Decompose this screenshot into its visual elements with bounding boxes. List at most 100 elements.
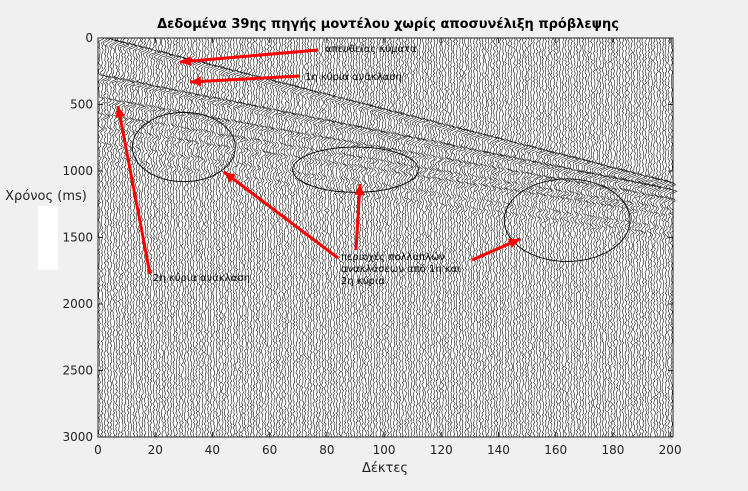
trace-21: [157, 37, 166, 438]
trace-77: [317, 37, 325, 438]
trace-7: [116, 37, 125, 438]
trace-118: [434, 37, 443, 438]
trace-160: [554, 37, 563, 438]
trace-55: [254, 37, 262, 438]
trace-171: [585, 37, 594, 437]
trace-68: [291, 37, 300, 438]
trace-59: [265, 37, 275, 438]
trace-46: [228, 37, 236, 438]
trace-152: [531, 37, 540, 438]
trace-78: [320, 37, 328, 438]
trace-128: [462, 37, 472, 438]
trace-136: [485, 37, 495, 438]
trace-100: [383, 37, 392, 438]
trace-42: [216, 37, 225, 438]
arrow-multiples-mid: [354, 183, 365, 251]
trace-192: [645, 37, 655, 438]
trace-71: [299, 37, 308, 438]
trace-146: [514, 37, 523, 438]
trace-70: [297, 37, 305, 438]
trace-34: [194, 37, 202, 438]
trace-32: [188, 37, 198, 437]
trace-158: [548, 37, 558, 438]
annotation-multiples-label: περιοχές πολλαπλών ανακλάσεων από 1η και 2…: [341, 251, 461, 287]
trace-107: [402, 37, 411, 438]
trace-184: [623, 37, 631, 438]
trace-125: [455, 37, 463, 437]
trace-109: [408, 37, 417, 438]
trace-189: [636, 37, 647, 438]
trace-159: [552, 37, 560, 438]
trace-110: [411, 37, 420, 438]
trace-197: [659, 37, 669, 438]
trace-2: [102, 37, 111, 438]
arrow-multiples-right: [471, 237, 521, 262]
trace-108: [405, 37, 414, 438]
trace-102: [388, 37, 397, 438]
trace-36: [200, 37, 209, 437]
trace-122: [445, 37, 455, 438]
trace-57: [260, 37, 269, 438]
trace-61: [271, 37, 280, 438]
trace-183: [619, 37, 628, 438]
trace-29: [179, 37, 188, 438]
trace-79: [323, 37, 331, 438]
x-tick-label-8: 160: [544, 443, 567, 457]
trace-162: [560, 37, 569, 438]
trace-124: [451, 37, 461, 438]
ylabel-patch: [38, 206, 58, 270]
trace-132: [474, 37, 483, 438]
trace-60: [268, 37, 277, 438]
trace-97: [374, 37, 384, 438]
trace-73: [305, 37, 314, 438]
trace-191: [641, 37, 651, 438]
x-tick-label-1: 20: [148, 443, 163, 457]
x-tick-label-5: 100: [373, 443, 396, 457]
trace-103: [391, 37, 399, 438]
trace-101: [386, 37, 394, 438]
trace-37: [202, 37, 211, 438]
trace-115: [425, 37, 435, 437]
trace-92: [360, 37, 368, 438]
region-group: [131, 112, 631, 262]
trace-16: [142, 37, 152, 438]
trace-83: [333, 37, 343, 437]
trace-175: [597, 38, 607, 438]
trace-117: [431, 37, 441, 438]
trace-151: [528, 37, 536, 438]
trace-44: [222, 37, 232, 437]
trace-140: [497, 37, 506, 438]
trace-88: [348, 37, 358, 438]
y-tick-label-0: 0: [85, 31, 93, 45]
trace-4: [108, 37, 118, 438]
trace-139: [494, 37, 504, 438]
trace-group: [97, 37, 678, 438]
x-tick-label-7: 140: [487, 443, 510, 457]
trace-172: [588, 37, 597, 438]
x-tick-label-6: 120: [430, 443, 453, 457]
trace-144: [509, 37, 517, 438]
trace-3: [105, 37, 114, 438]
x-tick-label-3: 60: [262, 443, 277, 457]
trace-130: [469, 37, 477, 438]
trace-33: [191, 37, 200, 438]
trace-173: [591, 37, 600, 438]
trace-154: [536, 37, 546, 438]
trace-99: [379, 37, 389, 438]
trace-56: [257, 37, 265, 438]
trace-138: [491, 37, 500, 437]
trace-69: [294, 37, 302, 438]
trace-181: [613, 37, 624, 438]
trace-22: [159, 37, 168, 438]
annotation-group: απευθείας κύματα 1η κύρια ανάκλαση 2η κύρι…: [115, 43, 521, 287]
trace-98: [377, 37, 386, 438]
trace-123: [448, 37, 457, 438]
trace-76: [314, 37, 323, 438]
trace-135: [482, 37, 492, 438]
trace-64: [280, 37, 288, 438]
y-tick-label-2: 1000: [62, 164, 93, 178]
trace-41: [214, 37, 224, 438]
trace-91: [357, 37, 365, 438]
trace-26: [171, 37, 180, 438]
